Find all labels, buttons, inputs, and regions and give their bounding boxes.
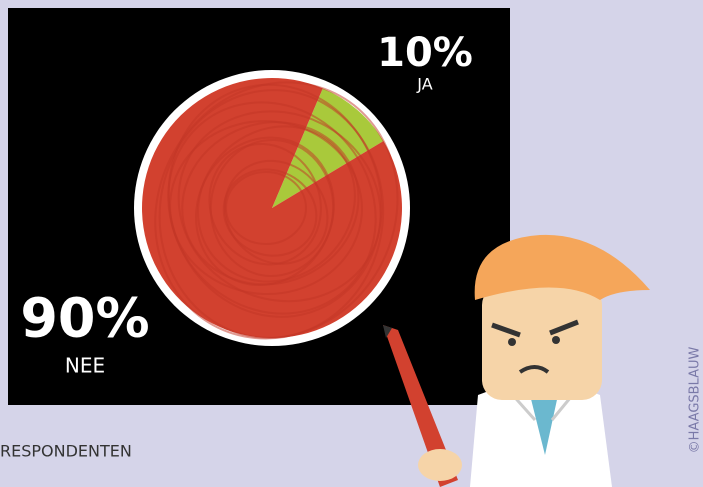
brows [491,319,579,338]
scribble [154,81,399,340]
pie-slice [272,88,384,208]
scribble [197,125,356,283]
value-label: 10% [377,30,473,76]
hair [474,234,650,300]
category-label: NEE [65,354,105,378]
pencil [383,325,458,487]
credit: ©HAAGSBLAUW [688,346,703,453]
pencil-tip [383,325,392,338]
tie [530,395,558,455]
scribble [225,171,307,245]
character [383,234,650,487]
face [482,285,602,400]
value-label: 90% [20,287,149,350]
pie-slice [142,78,403,338]
eye [552,336,560,344]
pie [134,70,410,346]
footer-text: RESPONDENTEN [0,442,132,461]
labels: 10%JA 90% NEE [20,30,473,378]
eye [508,338,516,346]
category-label: JA [416,75,432,94]
scribble [177,110,382,303]
scribble [167,101,377,315]
scribble [169,120,363,296]
mouth [518,365,550,374]
scribble [223,159,329,265]
hand [418,449,462,481]
